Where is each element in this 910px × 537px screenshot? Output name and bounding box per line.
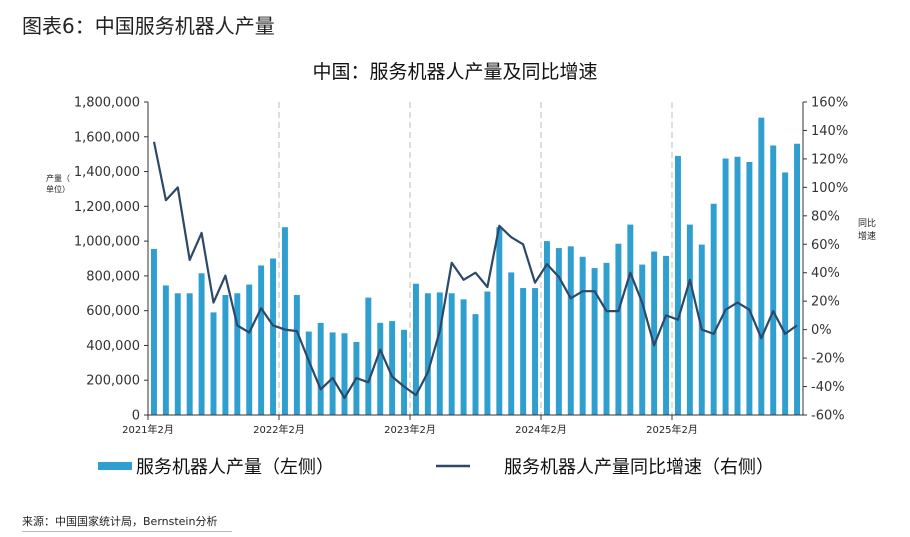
bar (543, 241, 550, 415)
legend-bar-swatch (98, 462, 132, 470)
bar (758, 117, 765, 416)
bar (186, 293, 193, 415)
right-tick-label: 80% (811, 209, 840, 224)
left-tick-label: 1,000,000 (74, 235, 140, 250)
bar (150, 248, 157, 415)
left-tick-label: 800,000 (86, 269, 140, 284)
left-tick-label: 0 (132, 409, 140, 424)
bar (734, 156, 741, 415)
x-tick-label: 2025年2月 (646, 423, 698, 436)
bar (305, 331, 312, 415)
x-tick-label: 2023年2月 (384, 423, 436, 436)
x-tick-label: 2021年2月 (122, 423, 174, 436)
bar (329, 332, 336, 415)
bar (686, 224, 693, 415)
bar (448, 293, 455, 415)
bar (603, 262, 610, 415)
bar (770, 145, 777, 415)
right-tick-label: 160% (811, 96, 848, 111)
bar (424, 293, 431, 415)
bar (615, 243, 622, 415)
source-divider (22, 531, 232, 532)
bar (365, 297, 372, 415)
right-tick-label: 40% (811, 266, 840, 281)
bar (794, 143, 801, 415)
left-tick-label: 1,800,000 (74, 96, 140, 111)
legend-line-label: 服务机器人产量同比增速（右侧） (504, 457, 774, 478)
legend-bar-label: 服务机器人产量（左侧） (136, 457, 334, 478)
right-tick-label: 140% (811, 124, 848, 139)
right-tick-label: -20% (811, 352, 845, 367)
figure-title: 图表6：中国服务机器人产量 (22, 14, 275, 38)
year-dividers (278, 102, 673, 415)
bar (508, 272, 515, 415)
bar (496, 227, 503, 415)
bar (746, 161, 753, 415)
bar (234, 293, 241, 415)
right-tick-label: 0% (811, 323, 832, 338)
right-tick-label: 20% (811, 295, 840, 310)
bar-series (150, 117, 801, 416)
left-tick-label: 1,200,000 (74, 200, 140, 215)
bar (293, 295, 300, 415)
bar (389, 321, 396, 415)
bar (674, 155, 681, 415)
legend: 服务机器人产量（左侧） 服务机器人产量同比增速（右侧） (98, 457, 774, 478)
bar (210, 312, 217, 415)
left-tick-label: 400,000 (86, 339, 140, 354)
right-tick-label: 100% (811, 181, 848, 196)
bar (460, 299, 467, 415)
bar (627, 224, 634, 415)
left-tick-label: 1,400,000 (74, 165, 140, 180)
bar (520, 288, 527, 415)
bar (484, 291, 491, 415)
bar (317, 322, 324, 415)
left-axis-title: 产量（单位） (46, 173, 70, 194)
bar (281, 227, 288, 415)
right-tick-label: 60% (811, 238, 840, 253)
bar (436, 292, 443, 415)
right-tick-label: 120% (811, 152, 848, 167)
bar (222, 295, 229, 415)
bar (412, 283, 419, 415)
bar (377, 322, 384, 415)
bar (472, 314, 479, 415)
bar (567, 246, 574, 415)
bar (270, 258, 277, 415)
bar (532, 288, 539, 415)
right-tick-label: -40% (811, 380, 845, 395)
bar (246, 284, 253, 415)
bar (258, 265, 265, 415)
bar (162, 285, 169, 415)
left-tick-label: 1,600,000 (74, 130, 140, 145)
bar (782, 172, 789, 415)
bar (555, 248, 562, 415)
chart-title: 中国：服务机器人产量及同比增速 (312, 61, 598, 83)
bar (722, 158, 729, 415)
right-axis-title: 同比增速 (858, 217, 876, 242)
left-tick-label: 200,000 (86, 374, 140, 389)
right-tick-label: -60% (811, 409, 845, 424)
bar (663, 255, 670, 415)
bar (651, 251, 658, 415)
line-series (152, 141, 798, 399)
growth-line (152, 141, 798, 399)
source-note: 来源：中国国家统计局，Bernstein分析 (22, 515, 218, 528)
bar (341, 333, 348, 415)
x-tick-label: 2022年2月 (253, 423, 305, 436)
chart-area: 0 200,000 400,000 600,000 800,000 1,000,000 1,… (46, 96, 876, 479)
bar (591, 268, 598, 415)
bar (198, 273, 205, 415)
bar (174, 293, 181, 415)
bar (579, 256, 586, 415)
left-tick-label: 600,000 (86, 304, 140, 319)
bar (710, 203, 717, 415)
x-tick-label: 2024年2月 (515, 423, 567, 436)
axes: 0 200,000 400,000 600,000 800,000 1,000,000 1,… (46, 96, 876, 437)
bar (639, 264, 646, 415)
bar (401, 329, 408, 415)
